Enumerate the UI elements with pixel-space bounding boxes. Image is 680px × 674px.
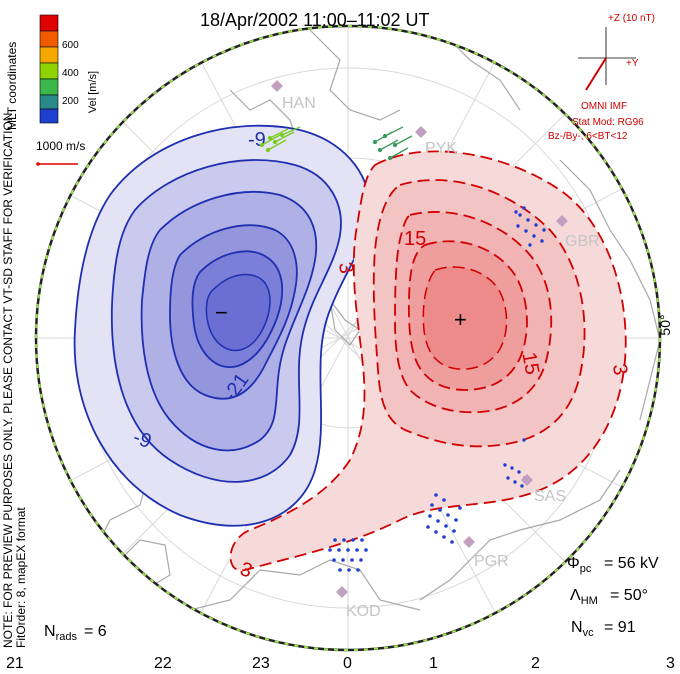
n-vc-value: = 91 [604,619,636,636]
color-bar: 600 400 200 Vel [m/s] [39,14,99,124]
n-rads-label: Nrads [44,623,77,643]
imf-z-label: +Z (10 nT) [608,13,655,24]
station-marker-kod [336,586,348,598]
statistics: Nrads = 6 Φpc = 56 kV ΛHM = 50° Nvc = 91 [44,555,659,643]
mlt-tick: 22 [154,655,172,672]
station-marker-pgr [463,536,475,548]
station-label-sas: SAS [534,488,566,505]
color-bar-tick-600: 600 [62,40,79,51]
vector-cluster-pgr [426,493,462,544]
latitude-label: 50° [657,314,673,335]
imf-clock: +Z (10 nT) +Y OMNI IMF Stat Mod: RG96 Bz… [548,13,655,142]
min-marker: − [215,300,228,325]
contour-label-neg-1: -9 [248,129,266,151]
phi-pc-label: Φpc [567,555,592,575]
imf-condition: Bz-/By-, 6<BT<12 [548,131,628,142]
boundary-circle-dash [35,25,661,651]
positive-potential-cell [229,150,627,572]
max-marker: + [454,307,467,332]
color-bar-segment [39,108,59,124]
preview-note: NOTE: FOR PREVIEW PURPOSES ONLY. PLEASE … [1,109,15,648]
mlt-tick: 0 [343,655,352,672]
color-bar-segment [39,30,59,48]
imf-vector [585,57,607,91]
lambda-hm-label: ΛHM [570,587,598,607]
color-bar-tick-200: 200 [62,96,79,107]
station-marker-pyk [415,126,427,138]
station-label-pyk: PYK [425,140,457,157]
color-bar-segment [39,14,59,32]
color-bar-tick-400: 400 [62,68,79,79]
contour-label-pos-4: 3 [608,362,632,377]
mlt-coordinates-label: MLT coordinates [5,42,19,130]
mlt-tick: 3 [666,655,675,672]
station-label-kod: KOD [346,603,381,620]
negative-potential-cell [73,124,371,527]
vector-cluster-kod [328,538,368,572]
n-vc-label: Nvc [571,619,594,639]
mlt-tick: 1 [429,655,438,672]
station-marker-sas [521,474,533,486]
vector-cluster-pyk [372,126,413,161]
mlt-axis: 21 22 23 0 1 2 3 [6,655,675,672]
contour-label-pos-1: 3 [334,261,358,276]
velocity-scale-origin [36,162,40,166]
contour-label-pos-3: 15 [517,351,543,377]
station-label-han: HAN [282,95,316,112]
station-marker-gbr [556,215,568,227]
mlt-tick: 2 [531,655,540,672]
color-bar-segment [39,46,59,64]
fit-order-note: FitOrder: 8, mapEX format [14,507,28,648]
color-bar-segment [39,62,59,80]
station-labels: HAN PYK GBR SAS PGR KOD [282,95,600,620]
imf-stat-mod: Stat Mod: RG96 [572,117,644,128]
vector-cluster-han [259,126,301,153]
contour-label-pos-2: 15 [404,228,426,250]
lambda-hm-value: = 50° [610,587,648,604]
imf-source: OMNI IMF [581,101,627,112]
mlt-tick: 21 [6,655,24,672]
mlt-tick: 23 [252,655,270,672]
color-bar-label: Vel [m/s] [87,71,99,113]
color-bar-segment [39,94,59,110]
n-rads-value: = 6 [84,623,107,640]
station-label-gbr: GBR [565,233,600,250]
phi-pc-value: = 56 kV [604,555,659,572]
station-label-pgr: PGR [474,553,509,570]
velocity-vectors [259,126,546,572]
map-title: 18/Apr/2002 11:00–11:02 UT [200,10,430,30]
color-bar-segment [39,78,59,96]
station-marker-han [271,80,283,92]
imf-y-label: +Y [626,58,639,69]
vector-cluster-gbr [514,206,546,247]
radar-stations [271,80,568,598]
velocity-scale-label: 1000 m/s [36,139,85,153]
